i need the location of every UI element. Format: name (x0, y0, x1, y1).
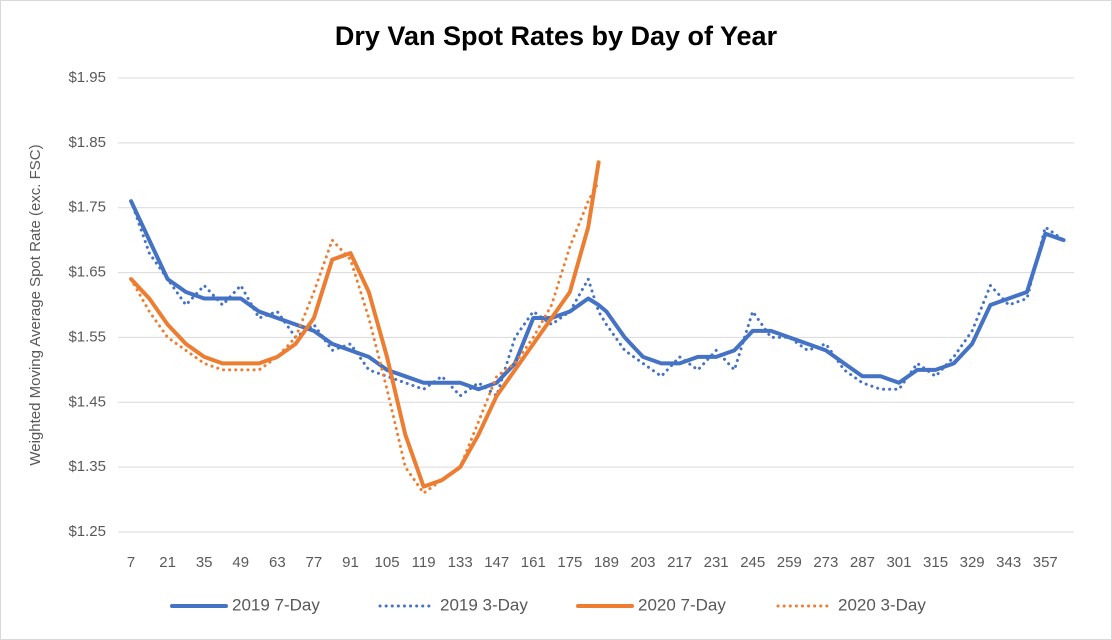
y-tick-label: $1.75 (68, 199, 106, 216)
legend-label: 2019 3-Day (440, 595, 528, 614)
y-tick-label: $1.95 (68, 69, 106, 86)
x-tick-label: 7 (127, 554, 135, 571)
x-tick-label: 301 (886, 554, 911, 571)
x-tick-label: 259 (777, 554, 802, 571)
x-tick-label: 147 (484, 554, 509, 571)
x-tick-label: 119 (412, 554, 436, 571)
legend-label: 2020 7-Day (638, 595, 726, 614)
series-line (129, 199, 1066, 392)
x-tick-label: 217 (667, 554, 692, 571)
x-tick-label: 133 (448, 554, 473, 571)
y-axis-label: Weighted Moving Average Spot Rate (exc. … (27, 144, 44, 465)
x-tick-label: 77 (306, 554, 323, 571)
x-tick-label: 231 (704, 554, 729, 571)
x-tick-label: 329 (960, 554, 985, 571)
x-tick-label: 315 (923, 554, 948, 571)
y-tick-label: $1.25 (68, 523, 106, 540)
x-tick-label: 91 (342, 554, 359, 571)
x-tick-label: 63 (269, 554, 286, 571)
y-tick-label: $1.85 (68, 134, 106, 151)
legend-label: 2020 3-Day (838, 595, 926, 614)
legend-label: 2019 7-Day (232, 595, 320, 614)
x-tick-label: 161 (521, 554, 546, 571)
x-tick-label: 357 (1033, 554, 1058, 571)
x-tick-label: 49 (232, 554, 249, 571)
series-line (129, 160, 601, 489)
x-tick-label: 189 (594, 554, 619, 571)
y-tick-label: $1.65 (68, 264, 106, 281)
x-tick-label: 105 (375, 554, 400, 571)
x-tick-label: 273 (813, 554, 838, 571)
chart-title: Dry Van Spot Rates by Day of Year (335, 21, 778, 51)
y-tick-label: $1.55 (68, 328, 106, 345)
x-tick-label: 21 (159, 554, 176, 571)
x-tick-label: 245 (740, 554, 765, 571)
x-tick-label: 35 (196, 554, 213, 571)
x-tick-label: 203 (631, 554, 656, 571)
x-tick-label: 287 (850, 554, 875, 571)
x-tick-label: 175 (557, 554, 582, 571)
y-tick-label: $1.35 (68, 458, 106, 475)
x-tick-label: 343 (996, 554, 1021, 571)
y-tick-label: $1.45 (68, 393, 106, 410)
